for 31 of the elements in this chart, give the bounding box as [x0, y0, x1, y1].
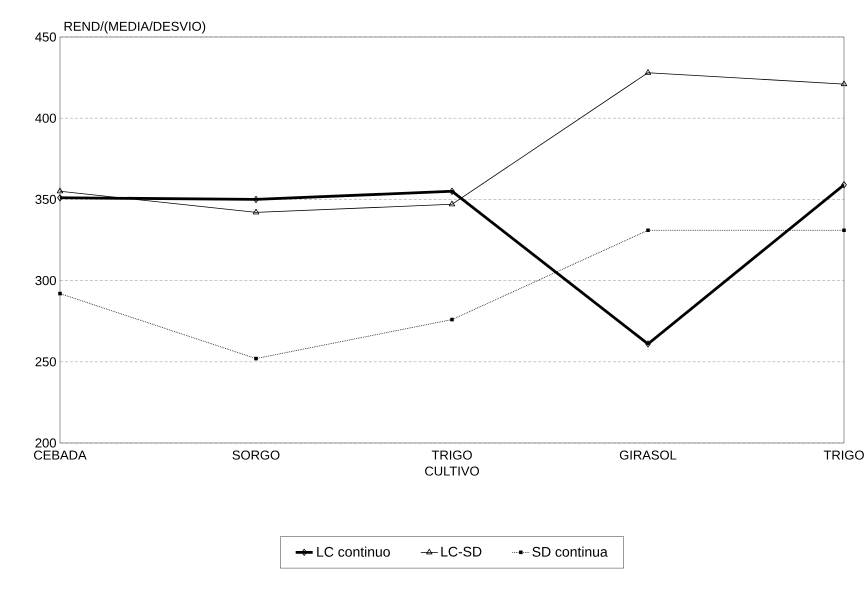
x-axis-title: CULTIVO	[425, 466, 479, 476]
legend-label: LC continuo	[317, 546, 390, 557]
point	[254, 356, 258, 360]
point	[450, 318, 454, 322]
point	[448, 200, 456, 206]
x-tick-label: GIRASOL	[620, 450, 676, 460]
point	[646, 228, 650, 232]
x-tick-label: TRIGO	[824, 450, 864, 460]
y-tick-label: 250	[36, 357, 56, 366]
x-tick-label: TRIGO	[432, 450, 472, 460]
y-tick-label: 300	[35, 276, 56, 286]
point	[644, 69, 652, 75]
x-tick-label: CEBADA	[34, 450, 87, 460]
point	[58, 292, 62, 296]
point	[449, 188, 455, 195]
legend-label: SD continua	[532, 546, 608, 557]
point	[841, 181, 847, 188]
point	[842, 228, 846, 232]
y-tick-label: 400	[35, 114, 56, 123]
point	[252, 208, 260, 214]
point	[56, 188, 64, 194]
y-tick-label: 200	[36, 438, 56, 448]
y-tick-label: 450	[35, 32, 56, 42]
point	[645, 340, 651, 348]
point	[840, 80, 848, 86]
legend-label: LC-SD	[441, 546, 482, 557]
point	[57, 194, 63, 202]
x-tick-label: SORGO	[232, 450, 280, 460]
point	[253, 196, 259, 203]
y-tick-label: 350	[35, 194, 56, 204]
y-axis-title: REND/(MEDIA/DESVIO)	[64, 21, 206, 34]
